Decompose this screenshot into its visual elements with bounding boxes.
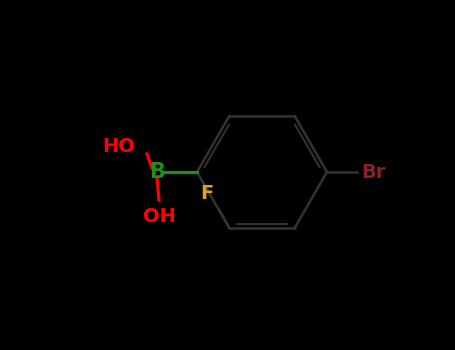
Text: F: F [200,184,213,203]
Text: Br: Br [361,162,385,182]
Text: HO: HO [102,136,136,155]
Text: OH: OH [142,206,176,225]
Text: B: B [149,162,165,182]
